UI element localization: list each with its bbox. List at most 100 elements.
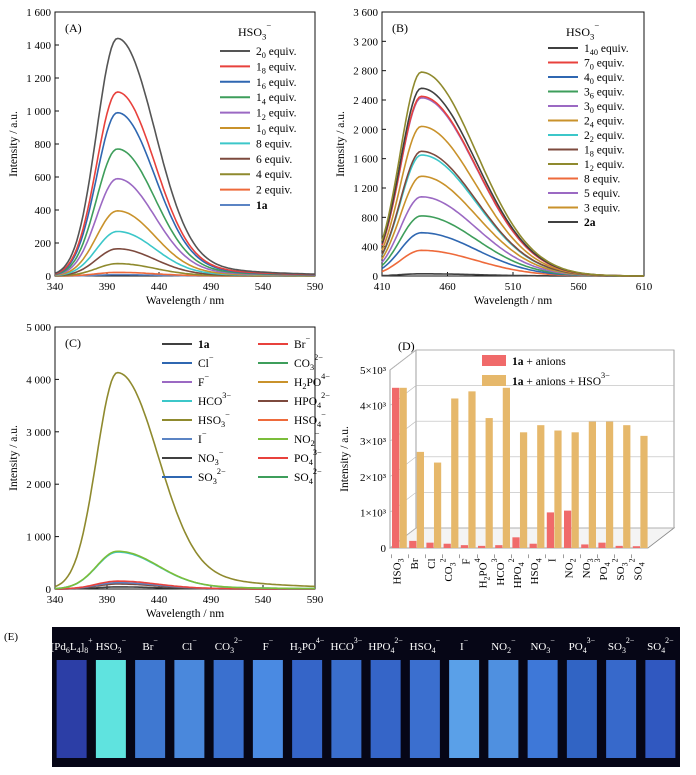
- panel-label: (E): [4, 631, 18, 643]
- legend-entry: 6 equiv.: [256, 154, 292, 166]
- x-tick-label: NO2​−​: [559, 553, 578, 578]
- legend-entry: NO2​−​: [294, 429, 320, 448]
- x-tick-label: 460: [439, 281, 456, 293]
- legend-entry: 12​ equiv.: [584, 159, 625, 173]
- y-tick-label: 200: [35, 238, 52, 250]
- vial-label: NO2​−​: [491, 636, 516, 655]
- legend-entry: CO3​2−​: [294, 353, 323, 372]
- legend-entry: SO4​2−​: [294, 467, 322, 486]
- vial: [449, 660, 480, 758]
- x-tick-label: SO3​2−​: [610, 553, 629, 580]
- y-tick-label: 0: [46, 271, 52, 283]
- y-tick-label: 3 200: [353, 36, 378, 48]
- vial-label: I−​: [460, 636, 469, 653]
- series-line: [54, 371, 316, 588]
- vial-label: [Pd6​L4​]8​+​: [51, 636, 94, 655]
- series-line: [54, 37, 315, 275]
- legend-entry: I−​: [198, 429, 207, 446]
- bar-anion-hso3: [605, 421, 614, 548]
- gridline: [389, 385, 674, 406]
- x-tick-label: 410: [374, 281, 391, 293]
- y-tick-label: 1×10³: [360, 507, 387, 519]
- y-tick-label: 1 200: [26, 73, 51, 85]
- y-tick-label: 400: [35, 205, 52, 217]
- panel-label: (B): [392, 21, 408, 35]
- legend-entry: NO3​−​: [198, 448, 224, 467]
- y-axis-label: Intensity / a.u.: [8, 425, 20, 491]
- legend-entry: Cl−​: [198, 353, 214, 370]
- vial: [331, 660, 362, 758]
- series-line: [54, 550, 316, 590]
- vial-label: H2​PO4−​: [290, 636, 325, 655]
- y-tick-label: 800: [362, 212, 379, 224]
- legend-entry: HCO3−​: [198, 391, 231, 408]
- panel-d: 0 1×10³ 2×10³ 3×10³ 4×10³ 5×10³ Intensity / a.…: [339, 339, 676, 588]
- vial-label: Br−​: [142, 636, 158, 653]
- y-tick-label: 2×10³: [360, 472, 387, 484]
- legend-entry: 22​ equiv.: [584, 130, 625, 144]
- bar-anion: [564, 510, 572, 548]
- series-line: [381, 71, 644, 277]
- legend-entry: SO3​2−​: [198, 467, 226, 486]
- legend-entry: HSO4​−​: [294, 410, 326, 429]
- legend-entry: 18​ equiv.: [584, 145, 625, 159]
- x-tick-label: 510: [505, 281, 522, 293]
- bar-anion-hso3: [433, 462, 442, 548]
- y-tick-label: 1 200: [353, 183, 378, 195]
- legend-entry: 16​ equiv.: [256, 77, 297, 91]
- legend-entry: 3 equiv.: [584, 203, 620, 215]
- legend-entry: H2​PO4−​: [294, 372, 330, 391]
- legend-entry: 10​ equiv.: [256, 123, 297, 137]
- series-line: [54, 551, 316, 590]
- legend-entry: F−​: [198, 372, 209, 389]
- x-tick-label: 490: [203, 281, 220, 293]
- x-tick-label: 340: [47, 594, 64, 606]
- x-axis-label: Wavelength / nm: [474, 295, 552, 307]
- legend-entry: 4 equiv.: [256, 169, 292, 181]
- legend-entry: 70​ equiv.: [584, 58, 625, 72]
- legend-entry: 2 equiv.: [256, 185, 292, 197]
- bar-anion: [409, 540, 417, 548]
- y-tick-label: 3 000: [26, 427, 51, 439]
- bar-anion: [512, 537, 520, 548]
- y-tick-label: 5 000: [26, 322, 51, 334]
- gridline: [389, 456, 674, 478]
- y-tick-label: 2 000: [353, 124, 378, 136]
- bar-anion-hso3: [537, 425, 545, 548]
- x-tick-label: 540: [255, 594, 272, 606]
- x-tick-label: NO3​−​: [576, 553, 595, 578]
- x-tick-label: 340: [47, 281, 64, 293]
- bar-anion-hso3: [554, 430, 562, 548]
- y-tick-label: 2 400: [353, 95, 378, 107]
- y-tick-label: 3×10³: [360, 436, 387, 448]
- vial-label: PO4​3−​: [569, 636, 596, 655]
- x-tick-label: 390: [99, 594, 116, 606]
- y-tick-label: 0: [381, 543, 387, 555]
- legend-entry: 24​ equiv.: [584, 116, 625, 130]
- legend-title: HSO3​−​: [566, 21, 599, 42]
- x-tick-label: 440: [151, 281, 168, 293]
- legend-entry: PO4​3−​: [294, 448, 322, 467]
- bar-anion: [581, 544, 589, 548]
- legend-entry: 2a: [584, 217, 596, 229]
- vial-label: HSO3​−​: [96, 636, 127, 655]
- y-axis-label: Intensity / a.u.: [335, 111, 347, 177]
- gridline: [389, 420, 674, 442]
- legend-entry: 14​0​ equiv.: [584, 43, 629, 57]
- y-tick-label: 1 000: [26, 106, 51, 118]
- panel-e: (E) [Pd6​L4​]8​+​HSO3​−​ Br−​ Cl−​ CO3​2−​ F−…: [4, 627, 680, 767]
- y-tick-label: 400: [362, 242, 379, 254]
- x-tick-label: I−​: [542, 553, 559, 562]
- y-tick-label: 600: [35, 172, 52, 184]
- vial: [95, 660, 126, 758]
- bar-anion: [546, 512, 555, 548]
- x-tick-label: 560: [570, 281, 587, 293]
- panel-b: 410 460 510 560 610 0 400 800 1 200 1 600 2 000 2 4…: [335, 7, 653, 307]
- vial-label: SO3​2−​: [608, 636, 635, 655]
- bar-anion: [460, 545, 469, 548]
- bar-anion: [632, 546, 641, 548]
- panel-label: (C): [65, 336, 81, 350]
- y-tick-label: 2 000: [26, 479, 51, 491]
- vial: [566, 660, 597, 758]
- y-tick-label: 1 400: [26, 40, 51, 52]
